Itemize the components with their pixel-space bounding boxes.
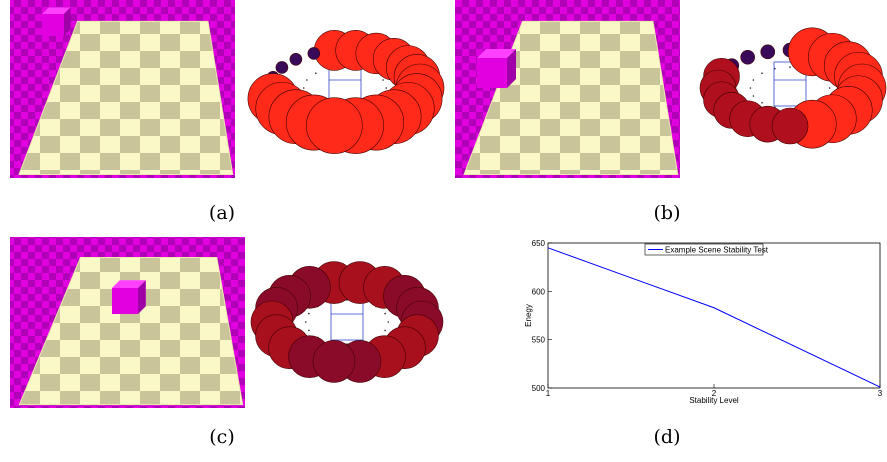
- dot: [385, 87, 387, 89]
- y-tick-label: 600: [532, 287, 546, 296]
- dot: [384, 330, 386, 332]
- y-axis-label: Enegy: [524, 304, 533, 327]
- dot: [384, 313, 386, 315]
- dot: [753, 79, 755, 81]
- sphere: [308, 47, 320, 59]
- dot: [789, 66, 791, 68]
- caption: (d): [654, 426, 681, 448]
- sphere: [741, 50, 755, 64]
- dot: [306, 79, 308, 81]
- sphere: [313, 340, 355, 382]
- sphere: [276, 61, 288, 73]
- sphere: [290, 53, 302, 65]
- sphere: [306, 98, 362, 154]
- plot-frame: [548, 243, 880, 388]
- dot: [382, 79, 384, 81]
- figure: (a) (b) (c) (d) 500550600650123Stability…: [0, 0, 887, 462]
- dot: [387, 321, 389, 323]
- dot: [750, 87, 752, 89]
- caption: (b): [654, 202, 681, 224]
- sphere: [761, 45, 775, 59]
- dot: [303, 87, 305, 89]
- dot: [829, 87, 831, 89]
- caption: (a): [209, 202, 235, 224]
- y-tick-label: 500: [532, 384, 546, 393]
- dot: [761, 72, 763, 74]
- sphere: [772, 108, 808, 144]
- y-tick-label: 550: [532, 336, 546, 345]
- x-axis-label: Stability Level: [689, 396, 739, 405]
- y-tick-label: 650: [532, 239, 546, 248]
- x-tick-label: 3: [878, 389, 883, 398]
- dot: [308, 313, 310, 315]
- cube-front: [477, 58, 507, 88]
- dot: [315, 72, 317, 74]
- dot: [753, 95, 755, 97]
- legend-label: Example Scene Stability Test: [665, 246, 769, 255]
- dot: [305, 321, 307, 323]
- caption: (c): [209, 426, 234, 448]
- dot: [761, 102, 763, 104]
- dot: [308, 330, 310, 332]
- x-tick-label: 1: [546, 389, 551, 398]
- cube-front: [112, 288, 138, 314]
- cube-front: [42, 14, 64, 36]
